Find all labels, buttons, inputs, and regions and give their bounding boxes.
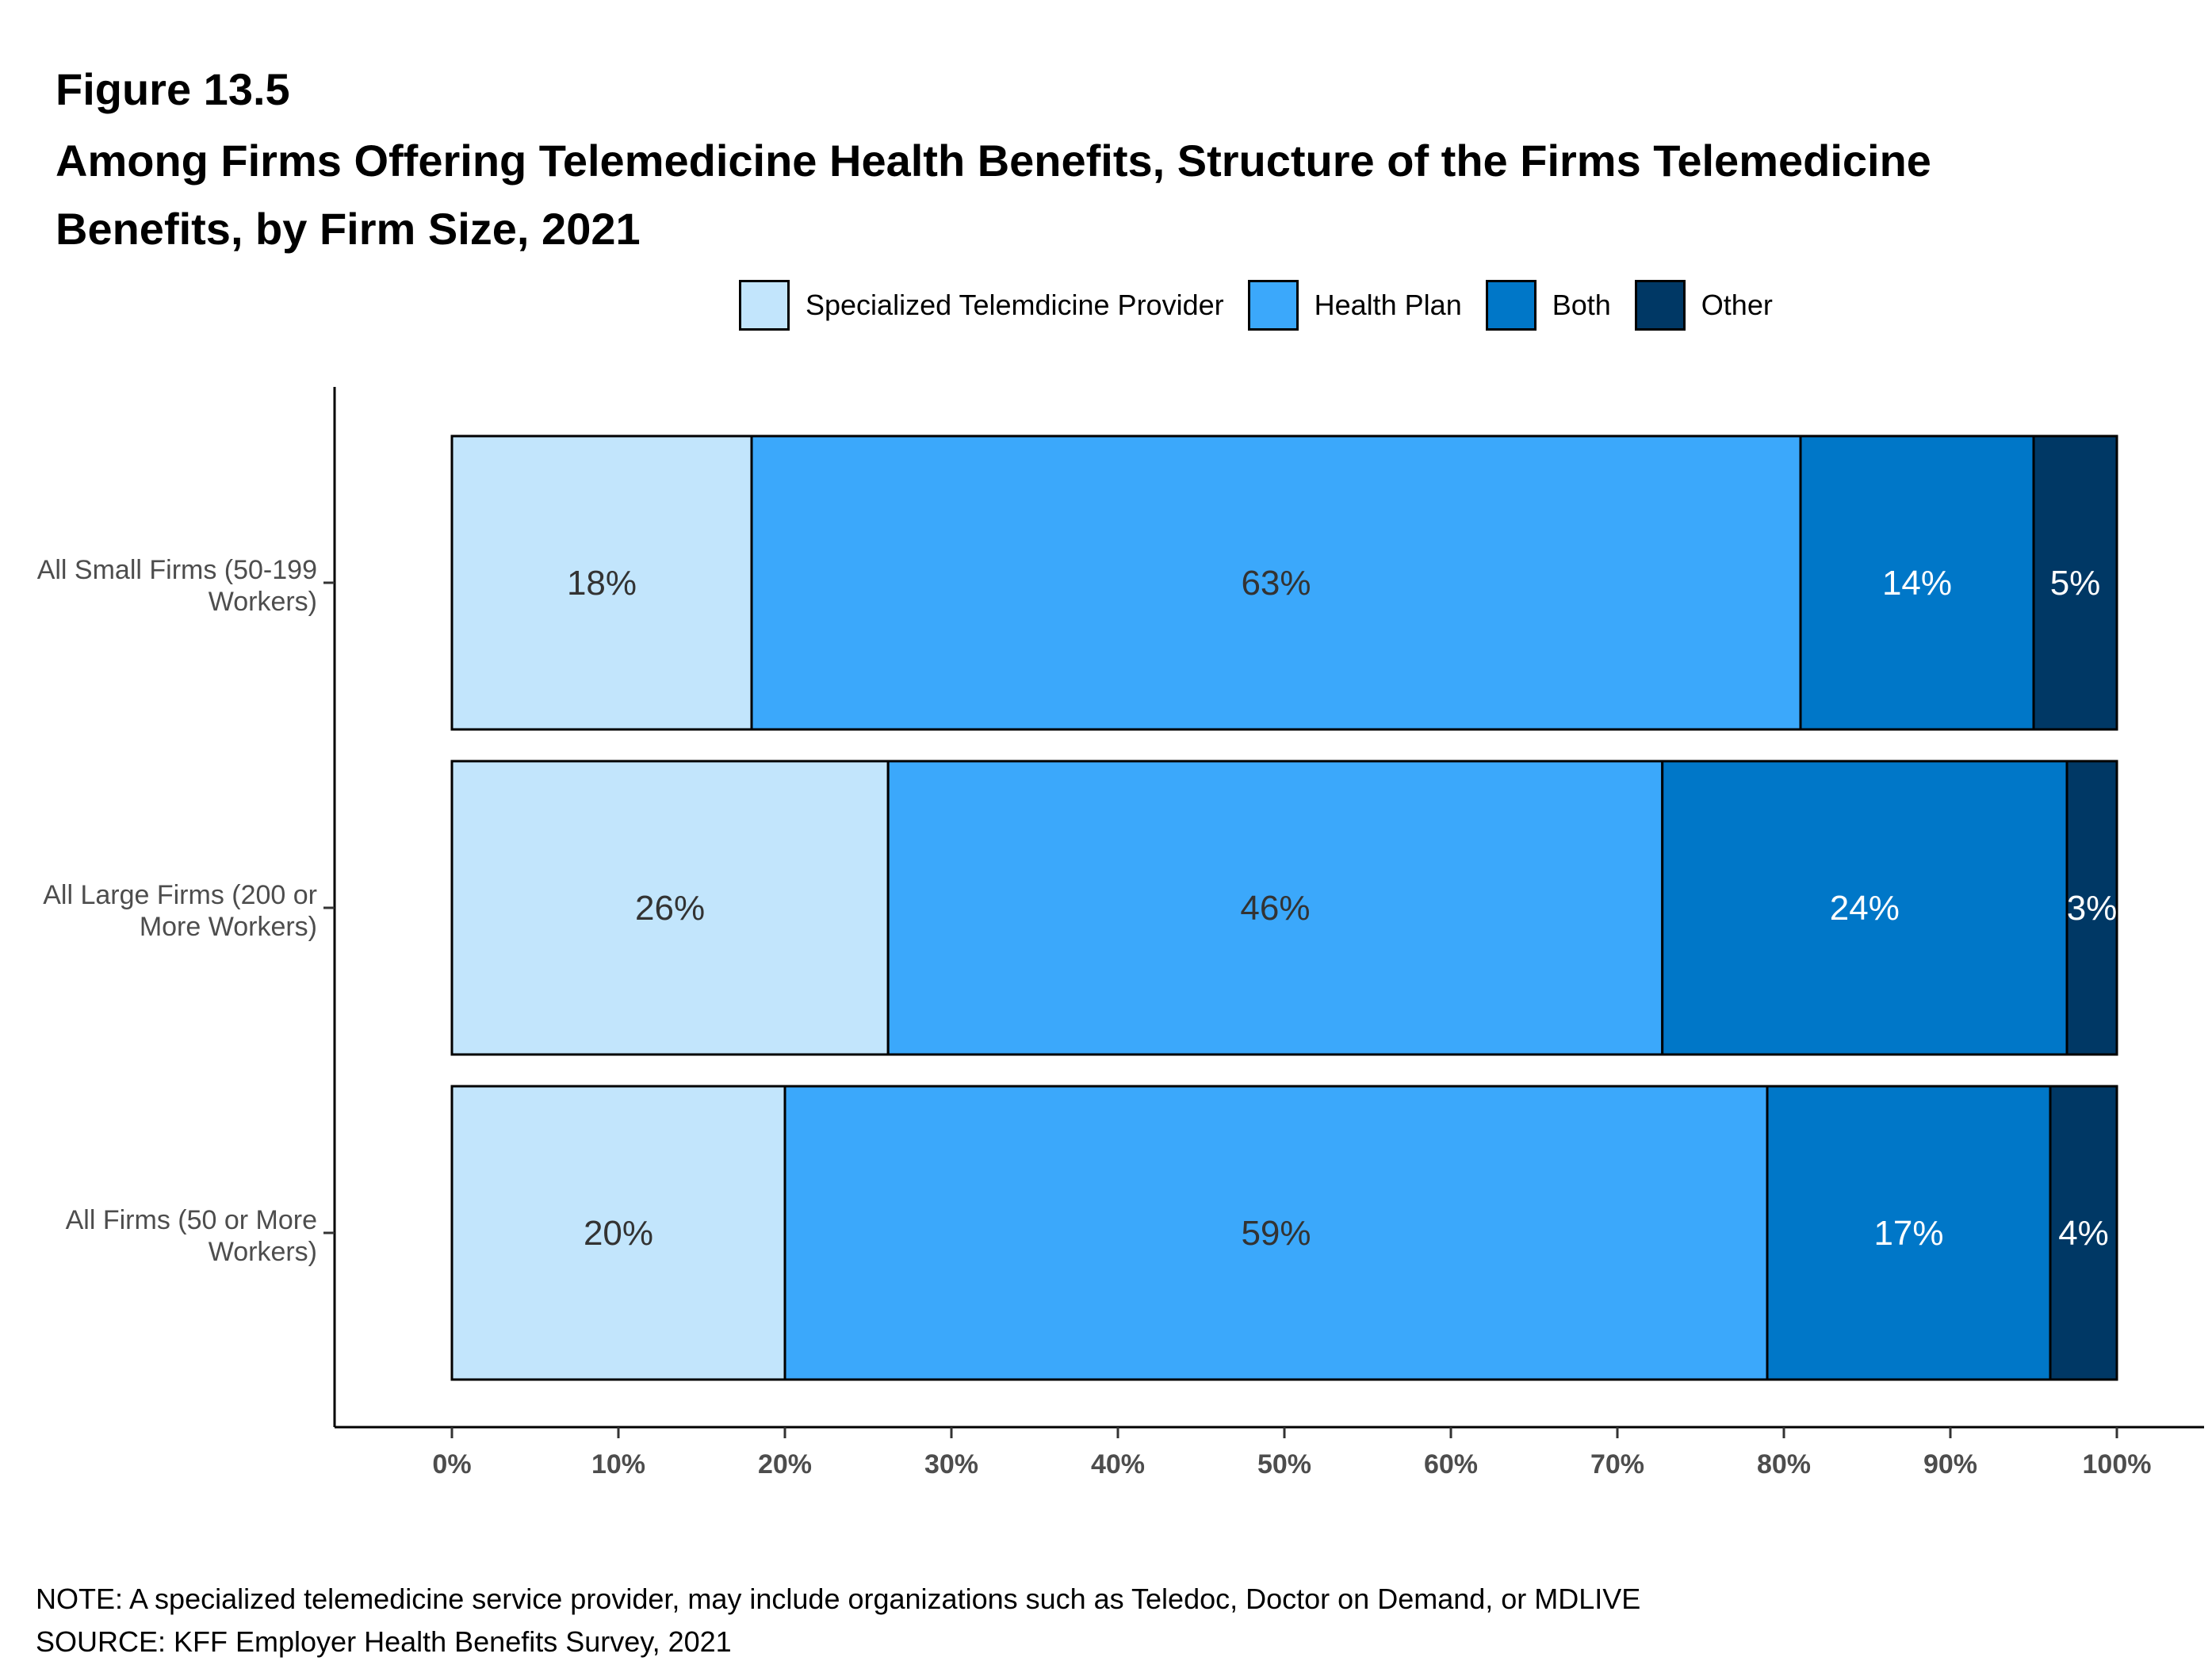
- data-label: 14%: [1882, 564, 1952, 603]
- x-tick-label: 10%: [591, 1449, 645, 1479]
- bar-segment: [1799, 434, 2035, 731]
- category-label: All Firms (50 or More Workers): [66, 1205, 317, 1267]
- legend-label-other: Other: [1701, 289, 1773, 321]
- data-label: 20%: [584, 1214, 653, 1253]
- stacked-bar-chart: 0% 10% 20% 30% 40% 50% 60% 70% 80% 90% 100% All Sma…: [37, 387, 2204, 1479]
- data-label: 17%: [1873, 1214, 1943, 1253]
- bar-segment: [2032, 434, 2118, 731]
- bar-segment: [2065, 760, 2118, 1056]
- bar-segment: [1766, 1085, 2052, 1381]
- x-tick-label: 50%: [1257, 1449, 1311, 1479]
- note-text: NOTE: A specialized telemedicine service…: [36, 1583, 1641, 1615]
- bar-segment: [783, 1085, 1769, 1381]
- x-tick-label: 60%: [1424, 1449, 1478, 1479]
- bar-segment: [450, 434, 753, 731]
- source-text: SOURCE: KFF Employer Health Benefits Sur…: [36, 1625, 732, 1658]
- data-label: 4%: [2058, 1214, 2109, 1253]
- x-tick-label: 70%: [1590, 1449, 1644, 1479]
- data-label: 26%: [635, 889, 705, 928]
- notes: NOTE: A specialized telemedicine service…: [36, 1578, 1640, 1663]
- bar-segment: [1661, 760, 2068, 1056]
- x-tick-label: 90%: [1923, 1449, 1977, 1479]
- legend-swatch-both: [1485, 280, 1537, 331]
- data-label: 59%: [1241, 1214, 1311, 1253]
- data-label: 46%: [1240, 889, 1310, 928]
- legend: Specialized Telemdicine Provider Health …: [739, 279, 1797, 331]
- legend-label-specialized: Specialized Telemdicine Provider: [806, 289, 1224, 321]
- category-label: All Small Firms (50-199 Workers): [37, 555, 317, 617]
- data-label: 63%: [1241, 564, 1311, 603]
- x-tick-label: 40%: [1091, 1449, 1145, 1479]
- data-label: 18%: [567, 564, 637, 603]
- legend-label-health-plan: Health Plan: [1314, 289, 1462, 321]
- bar-segment: [886, 760, 1664, 1056]
- figure-label: Figure 13.5: [55, 64, 290, 114]
- x-tick-label: 0%: [432, 1449, 471, 1479]
- x-tick-label: 20%: [758, 1449, 812, 1479]
- data-label: 24%: [1830, 889, 1900, 928]
- legend-item-other: Other: [1634, 280, 1773, 331]
- chart-title: Among Firms Offering Telemedicine Health…: [55, 136, 1931, 254]
- bar-segment: [2049, 1085, 2118, 1381]
- bar-segment: [450, 1085, 786, 1381]
- legend-item-health-plan: Health Plan: [1247, 280, 1462, 331]
- legend-swatch-specialized: [739, 280, 790, 331]
- legend-swatch-health-plan: [1247, 280, 1299, 331]
- x-tick-label: 80%: [1757, 1449, 1811, 1479]
- legend-label-both: Both: [1552, 289, 1611, 321]
- data-label: 3%: [2067, 889, 2118, 928]
- data-label: 5%: [2050, 564, 2101, 603]
- category-label: All Large Firms (200 or More Workers): [43, 880, 317, 942]
- legend-item-specialized: Specialized Telemdicine Provider: [739, 280, 1224, 331]
- bar-segment: [450, 760, 890, 1056]
- legend-item-both: Both: [1485, 280, 1611, 331]
- x-tick-label: 100%: [2083, 1449, 2152, 1479]
- legend-swatch-other: [1634, 280, 1686, 331]
- x-tick-label: 30%: [924, 1449, 978, 1479]
